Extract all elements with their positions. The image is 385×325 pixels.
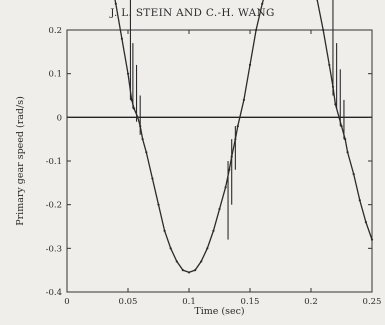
y-tick-label: -0.2	[46, 201, 62, 211]
y-axis-label: Primary gear speed (rad/s)	[15, 96, 26, 226]
data-point	[261, 2, 264, 5]
data-point	[145, 151, 148, 154]
data-point	[331, 85, 335, 88]
y-tick-label: 0	[57, 113, 62, 123]
data-point	[322, 28, 325, 32]
data-point	[344, 138, 347, 141]
data-point	[248, 63, 252, 67]
x-tick-label: 0.25	[363, 297, 382, 307]
data-point	[130, 98, 133, 101]
data-point	[358, 199, 361, 202]
data-point	[242, 98, 245, 101]
y-tick-label: 0.2	[48, 26, 62, 36]
data-point	[224, 186, 227, 189]
data-point	[206, 247, 209, 250]
data-point	[230, 155, 233, 158]
data-point	[364, 221, 367, 224]
data-point	[181, 269, 184, 272]
series-line	[114, 0, 373, 274]
y-tick-label: 0.1	[48, 70, 62, 80]
data-point	[133, 107, 136, 110]
running-head: J. L. STEIN AND C.-H. WANG	[110, 7, 275, 19]
x-tick-label: 0	[64, 297, 69, 307]
data-point	[346, 151, 349, 154]
data-point	[316, 0, 319, 1]
data-point	[370, 238, 374, 241]
data-point	[139, 124, 142, 128]
data-point	[120, 37, 123, 40]
data-point	[114, 2, 117, 5]
plot-frame	[66, 29, 373, 293]
data-point	[228, 168, 231, 171]
data-point	[151, 177, 154, 180]
data-point	[157, 203, 160, 206]
data-point	[200, 260, 203, 263]
y-tick-label: -0.4	[46, 288, 62, 298]
data-point	[337, 116, 341, 119]
data-point	[255, 28, 258, 32]
data-point	[334, 103, 337, 106]
series-points	[114, 0, 374, 274]
data-point	[163, 229, 166, 232]
data-point	[340, 124, 343, 128]
spike-marks	[129, 0, 345, 240]
data-point	[352, 173, 355, 176]
axis-ticks: 0 0.05 0.1 0.15 0.2 0.25 0.2 0.1 0 -0.1 -0.2 -0.3 -0…	[46, 26, 382, 307]
data-point	[236, 124, 239, 128]
data-point	[169, 247, 172, 250]
data-point	[234, 138, 237, 141]
data-point	[218, 207, 221, 211]
x-tick-label: 0.1	[182, 297, 196, 307]
x-tick-label: 0.15	[241, 297, 260, 307]
data-point	[175, 260, 178, 263]
y-tick-label: -0.3	[46, 244, 62, 254]
data-point	[187, 271, 191, 274]
data-point	[126, 72, 130, 75]
x-tick-label: 0.05	[119, 297, 138, 307]
data-point	[141, 138, 144, 141]
x-tick-label: 0.2	[304, 297, 318, 307]
data-point	[328, 63, 331, 67]
data-point	[212, 229, 215, 232]
data-point	[136, 116, 139, 119]
x-axis-label: Time (sec)	[194, 306, 244, 317]
data-point	[194, 269, 197, 272]
y-tick-label: -0.1	[46, 157, 62, 167]
